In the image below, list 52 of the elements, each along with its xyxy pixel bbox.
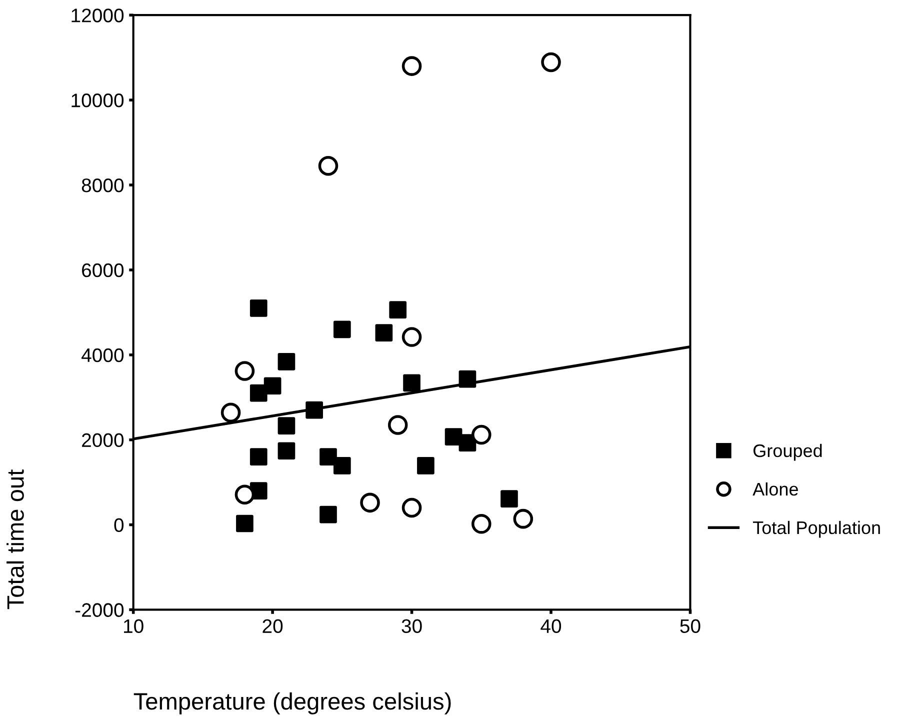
point	[236, 514, 254, 532]
legend-label: Alone	[752, 482, 798, 496]
y-tick-label: 0	[114, 518, 124, 532]
point	[333, 320, 351, 338]
legend-label: Grouped	[754, 444, 822, 461]
y-tick-label: -2000	[75, 603, 124, 617]
x-tick-label: 50	[680, 619, 700, 634]
point	[541, 52, 561, 72]
point	[220, 402, 241, 423]
point	[306, 401, 323, 419]
x-tick-label: 10	[124, 619, 144, 634]
point	[320, 506, 337, 524]
x-tick-label: 40	[540, 619, 562, 634]
point	[402, 327, 422, 347]
point	[320, 448, 337, 466]
point	[402, 498, 422, 518]
point	[402, 56, 422, 76]
point	[250, 299, 268, 317]
point	[513, 508, 534, 529]
point	[375, 324, 393, 342]
y-axis-title: Total time out	[6, 469, 24, 610]
point	[318, 156, 338, 176]
point	[389, 301, 407, 319]
point	[264, 377, 282, 395]
point	[234, 361, 255, 381]
legend-label: Total Population	[753, 520, 880, 538]
y-tick-label: 2000	[82, 433, 124, 448]
y-tick-label: 6000	[82, 263, 124, 278]
point	[250, 384, 268, 402]
point	[388, 415, 408, 435]
point	[458, 370, 476, 388]
y-tick-label: 4000	[81, 348, 124, 362]
point	[278, 442, 296, 460]
point	[403, 374, 420, 392]
x-axis-title: Temperature (degrees celsius)	[134, 692, 451, 714]
y-tick-label: 12000	[72, 8, 124, 22]
point	[444, 428, 462, 446]
point	[471, 424, 492, 445]
x-tick-label: 20	[262, 619, 283, 634]
point	[234, 484, 255, 505]
point	[471, 514, 492, 534]
point	[500, 490, 518, 508]
point	[360, 492, 380, 513]
point	[417, 457, 434, 474]
point	[333, 457, 351, 474]
point	[458, 434, 476, 452]
y-tick-label: 10000	[72, 94, 124, 108]
point	[250, 448, 268, 466]
y-tick-label: 8000	[82, 178, 124, 192]
point	[278, 353, 296, 370]
x-tick-label: 30	[402, 619, 422, 634]
point	[278, 417, 296, 434]
